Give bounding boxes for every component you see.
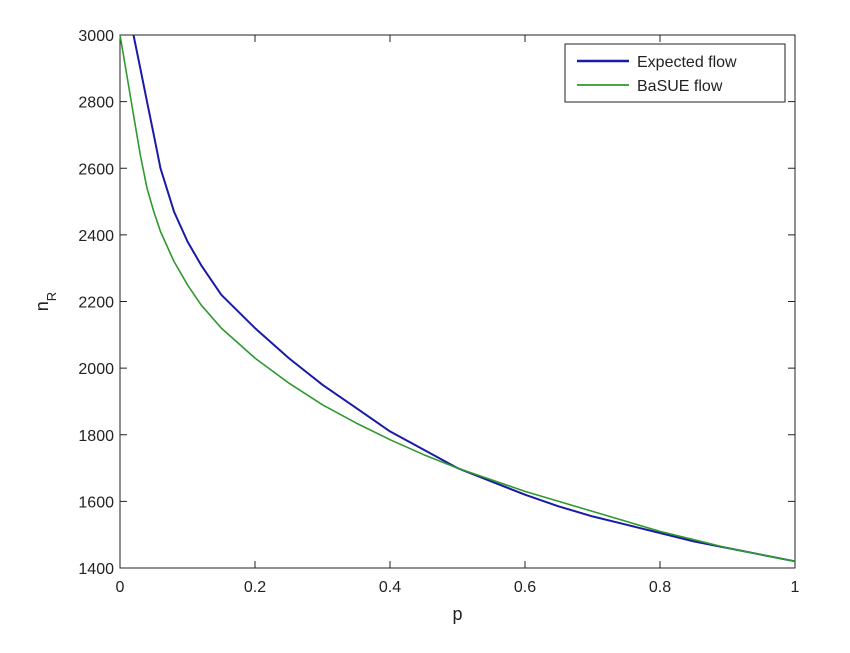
axis-ticks: 0 0.2 0.4 0.6 0.8 1 1400 1600 1800 2000 2200 2400 26… bbox=[78, 28, 799, 596]
x-tick-label: 0.6 bbox=[514, 579, 536, 596]
y-tick-label: 1600 bbox=[78, 494, 114, 511]
x-tick-label: 0.4 bbox=[379, 579, 401, 596]
x-tick-label: 0.8 bbox=[649, 579, 671, 596]
y-axis-label-subscript: R bbox=[44, 292, 59, 301]
y-tick-label: 2400 bbox=[78, 228, 114, 245]
series-group bbox=[119, 34, 796, 563]
y-tick-label: 2000 bbox=[78, 361, 114, 378]
x-tick-label: 0.2 bbox=[244, 579, 266, 596]
x-tick-label: 0 bbox=[116, 579, 125, 596]
plot-area bbox=[119, 34, 796, 569]
legend-label-basue-flow: BaSUE flow bbox=[637, 78, 723, 95]
x-axis-label: p bbox=[452, 604, 462, 624]
series-line-expected-flow bbox=[132, 34, 796, 563]
y-axis-label: nR bbox=[32, 292, 59, 311]
y-axis-label-main: n bbox=[32, 301, 52, 311]
legend-box bbox=[564, 43, 786, 103]
y-tick-label: 1400 bbox=[78, 561, 114, 578]
y-tick-label: 2200 bbox=[78, 295, 114, 312]
y-tick-label: 1800 bbox=[78, 428, 114, 445]
series-line-basue-flow bbox=[119, 34, 796, 563]
y-tick-label: 3000 bbox=[78, 28, 114, 45]
legend-label-expected-flow: Expected flow bbox=[637, 54, 737, 71]
y-tick-label: 2800 bbox=[78, 95, 114, 112]
x-tick-label: 1 bbox=[791, 579, 800, 596]
legend: Expected flow BaSUE flow bbox=[564, 43, 786, 103]
y-tick-label: 2600 bbox=[78, 161, 114, 178]
